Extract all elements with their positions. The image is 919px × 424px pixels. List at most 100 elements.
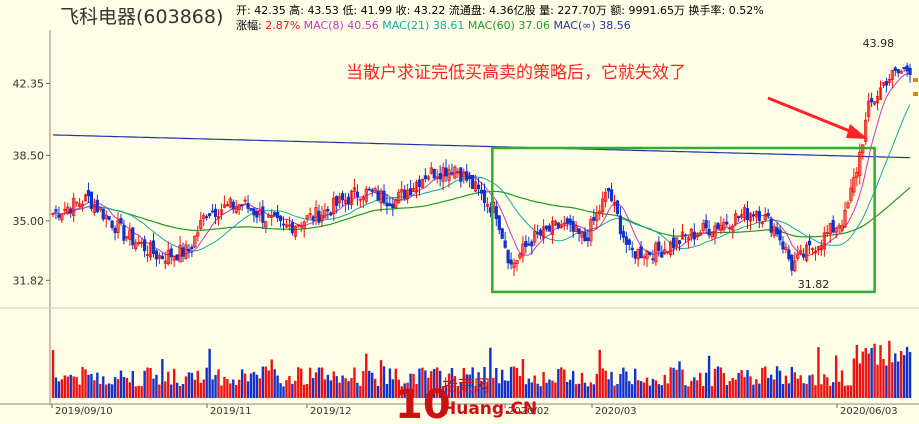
volume-bar [385, 384, 389, 398]
candle-body [355, 191, 359, 198]
candle-body [515, 259, 519, 264]
candle-body [54, 209, 58, 212]
volume-bar [220, 385, 223, 398]
candle-body [722, 221, 726, 231]
volume-bar [533, 375, 536, 398]
volume-bar [873, 343, 876, 398]
volume-bar [536, 383, 539, 398]
candle-body [128, 229, 132, 240]
volume-bar [54, 377, 58, 398]
candle-body [296, 224, 300, 227]
candle-body [482, 189, 487, 204]
candle-body [539, 229, 543, 236]
volume-bar [775, 366, 779, 398]
volume-bar [784, 375, 788, 398]
volume-bar [347, 381, 350, 398]
float-value: 4.36亿股 [489, 4, 536, 17]
volume-bar [622, 367, 625, 398]
volume-bar [509, 366, 513, 398]
candle-body [326, 208, 330, 212]
candle-body [184, 244, 188, 260]
candle-body [80, 204, 85, 206]
candle-body [261, 206, 265, 223]
low-label: 低: [342, 4, 358, 17]
candle-body [796, 253, 800, 259]
volume-bar [468, 374, 471, 398]
volume-bar [409, 373, 412, 398]
candle-body [890, 70, 894, 80]
volume-bar [802, 383, 805, 398]
candle-body [607, 187, 611, 192]
candle-body [181, 247, 185, 257]
ma-inf-line [52, 134, 911, 159]
candle-body [550, 220, 555, 236]
volume-bar [78, 384, 81, 398]
volume-bar [563, 369, 566, 398]
volume-bar [184, 376, 188, 398]
candle-body [361, 197, 365, 200]
volume-bar [81, 366, 84, 398]
volume-bar [811, 374, 814, 398]
candle-body [778, 229, 782, 241]
volume-bar [832, 382, 835, 398]
volume-bar [574, 384, 578, 398]
watermark-number: 10 [395, 382, 451, 424]
volume-bar [772, 379, 776, 398]
volume-bar [672, 367, 675, 398]
candle-body [335, 195, 339, 206]
price-marker [913, 92, 918, 96]
volume-bar [444, 384, 448, 398]
volume-bar [852, 358, 856, 398]
volume-bar [527, 378, 531, 398]
volume-bar [69, 374, 72, 398]
candle-body [574, 225, 578, 232]
volume-bar [580, 372, 584, 398]
candle-body [512, 262, 516, 269]
volume-bar [790, 366, 794, 398]
candle-body [465, 171, 469, 181]
volume-bar [276, 375, 279, 398]
annotation-arrow-shaft [767, 96, 863, 138]
volume-bar [60, 379, 64, 398]
volume-bar [749, 376, 752, 398]
x-tick-label: 2020/06/03 [840, 406, 898, 417]
volume-bar [438, 370, 442, 398]
volume-bar [740, 370, 743, 398]
candle-body [160, 255, 164, 260]
volume-bar [450, 367, 454, 398]
volume-bar [704, 372, 708, 398]
candle-body [589, 219, 593, 242]
candle-body [63, 208, 67, 211]
candle-body [456, 170, 460, 173]
volume-bar [743, 377, 746, 398]
candle-body [527, 243, 531, 246]
candle-body [893, 67, 897, 71]
candle-body [739, 214, 744, 218]
volume-bar [474, 386, 477, 398]
volume-bar [746, 370, 749, 398]
candle-body [902, 67, 906, 69]
candle-body [872, 101, 877, 105]
volume-bar [205, 367, 208, 398]
candle-body [734, 213, 738, 225]
volume-bar [882, 359, 885, 398]
volume-bar [158, 384, 161, 398]
volume-bar [462, 367, 465, 398]
candle-body [101, 208, 105, 220]
candle-body [704, 220, 708, 229]
volume-bar [240, 369, 244, 398]
candle-body [837, 225, 841, 229]
candle-body [358, 198, 362, 201]
volume-bar [855, 344, 859, 398]
volume-bar [427, 377, 430, 398]
volume-bar [734, 379, 737, 398]
volume-bar [725, 385, 729, 398]
candle-body [202, 215, 206, 220]
volume-bar [607, 379, 610, 398]
candle-body [92, 204, 96, 214]
volume-bar [633, 368, 637, 398]
candle-body [290, 222, 294, 234]
candle-body [840, 225, 844, 231]
volume-bar [885, 365, 888, 398]
